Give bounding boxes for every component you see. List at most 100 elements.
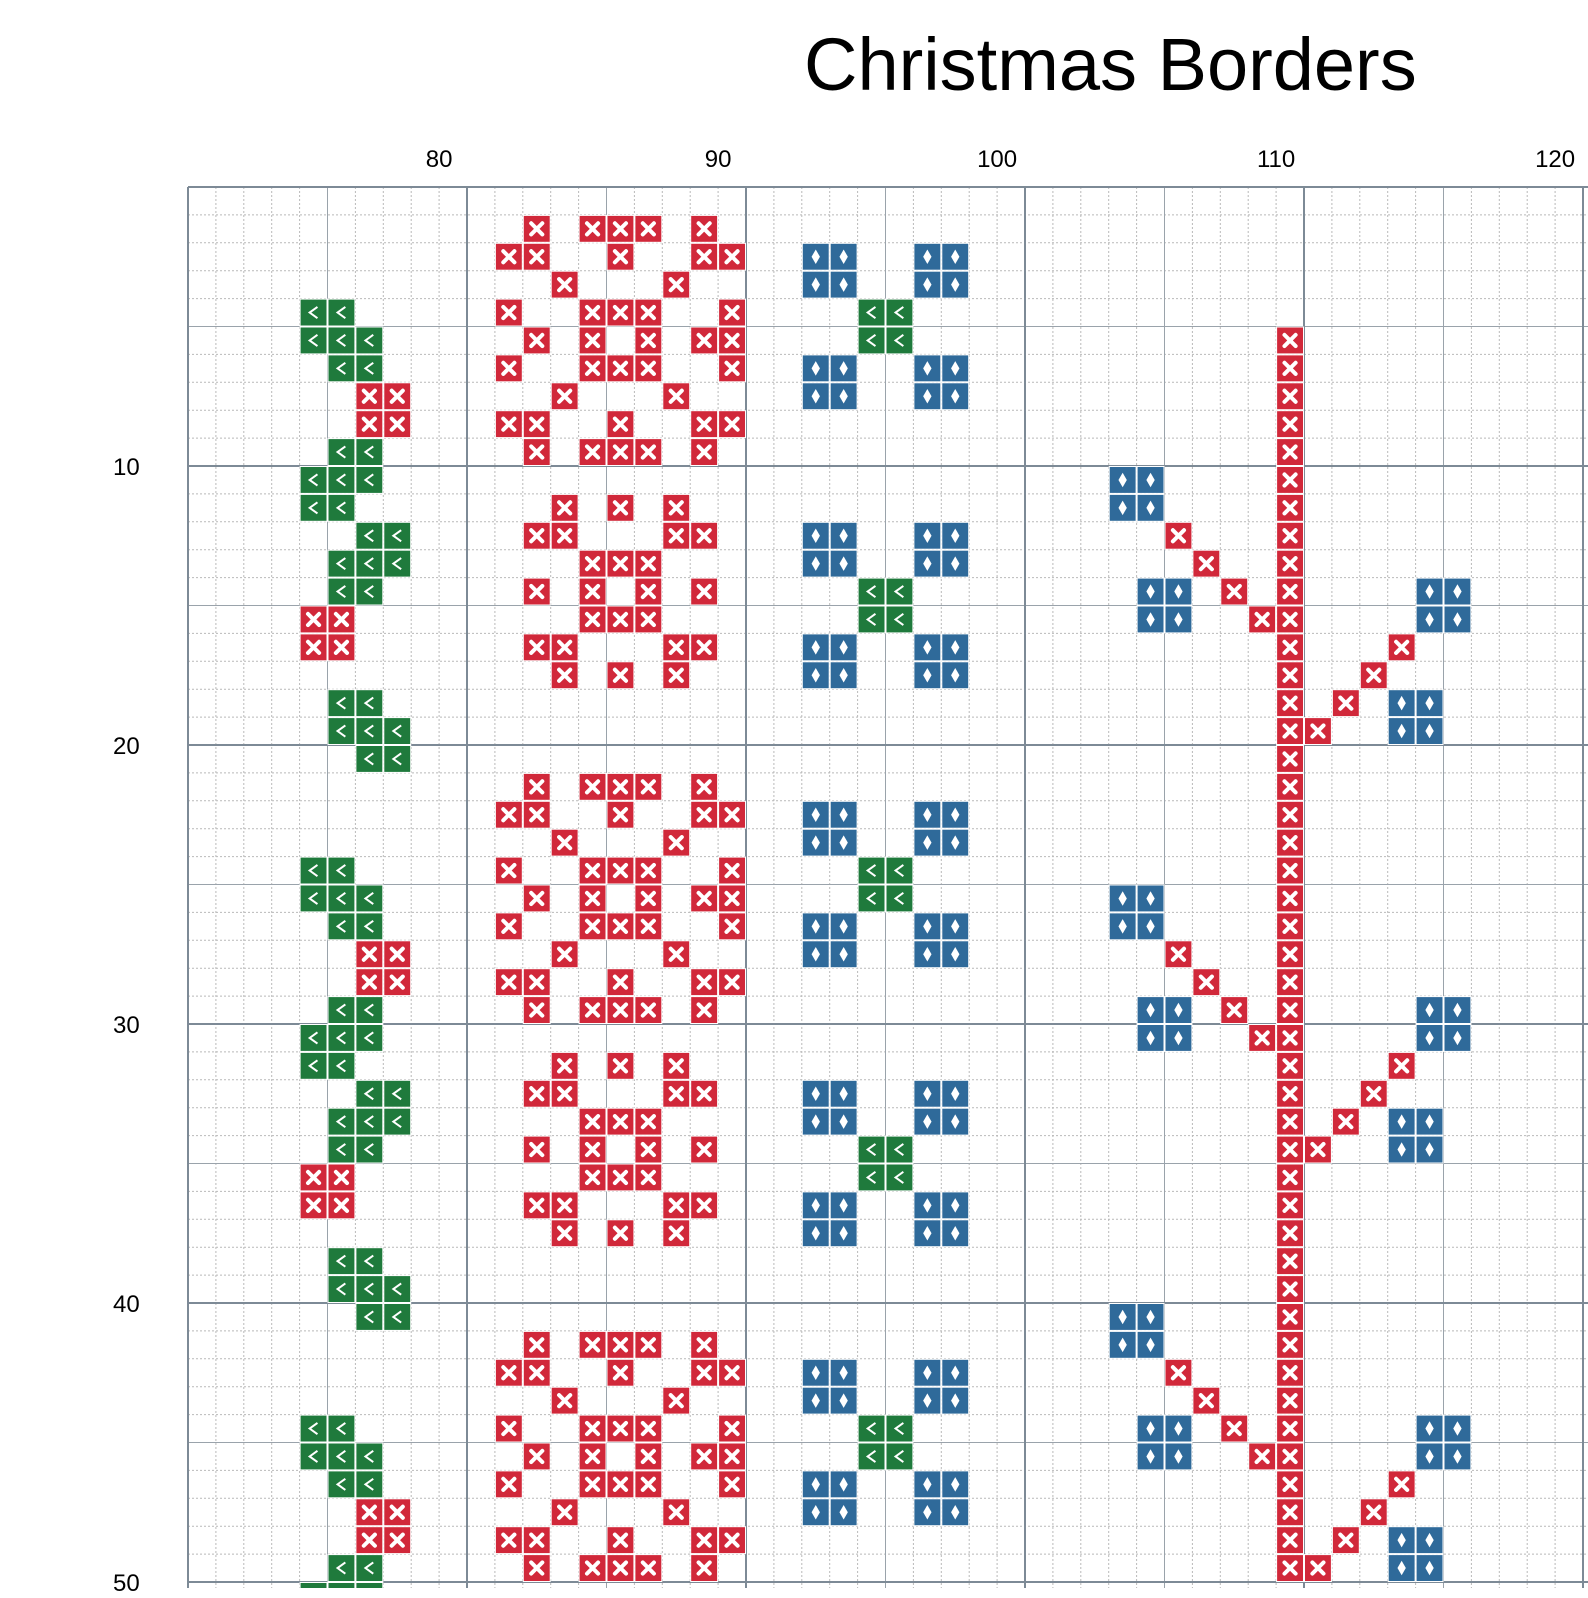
cross-icon <box>668 1225 684 1241</box>
column-number: 110 <box>1256 146 1296 173</box>
cross-icon <box>584 1114 601 1130</box>
cross-icon <box>668 1058 684 1074</box>
cross-icon <box>529 779 545 795</box>
diamond-icon <box>811 1365 820 1381</box>
stitch-red <box>718 1414 746 1443</box>
cross-icon <box>612 1225 629 1241</box>
cross-icon <box>640 444 656 460</box>
cross-icon <box>584 360 601 376</box>
row-number: 30 <box>113 1012 140 1039</box>
stitch-red <box>606 410 635 439</box>
chevron-left-icon <box>363 1254 374 1268</box>
stitch-red <box>522 1330 551 1359</box>
cross-icon <box>1282 835 1298 851</box>
chevron-left-icon <box>307 473 319 487</box>
stitch-red <box>1276 912 1304 941</box>
stitch-red <box>634 354 663 383</box>
stitch-red <box>355 968 384 997</box>
cross-icon <box>529 807 545 823</box>
cross-icon <box>1282 583 1298 600</box>
stitch-green <box>355 745 384 773</box>
stitch-red <box>634 912 663 941</box>
stitch-green <box>383 745 412 773</box>
stitch-green <box>327 549 356 578</box>
stitch-red <box>522 1079 551 1108</box>
diamond-icon <box>923 1225 932 1241</box>
cross-icon <box>501 974 517 990</box>
diamond-icon <box>1397 723 1406 739</box>
stitch-green <box>355 1024 384 1052</box>
cross-icon <box>612 221 629 237</box>
stitch-red <box>1276 1163 1304 1192</box>
cross-icon <box>529 639 545 655</box>
diamond-icon <box>811 277 820 292</box>
chevron-left-icon <box>307 1450 319 1463</box>
stitch-red <box>299 633 328 662</box>
diamond-icon <box>923 1198 932 1213</box>
diamond-icon <box>923 556 932 571</box>
stitch-blue <box>801 1386 830 1415</box>
stitch-blue <box>913 521 942 550</box>
stitch-green <box>857 577 886 606</box>
stitch-red <box>718 912 746 941</box>
diamond-icon <box>1425 1114 1434 1129</box>
stitch-blue <box>829 633 858 662</box>
stitch-blue <box>913 800 942 829</box>
stitch-red <box>578 298 607 327</box>
diamond-icon <box>1174 612 1183 627</box>
stitch-red <box>1192 1386 1221 1415</box>
stitch-green <box>885 1135 914 1164</box>
stitch-red <box>1276 1051 1304 1080</box>
stitch-blue <box>801 1498 830 1527</box>
cross-icon <box>1282 528 1298 544</box>
stitch-red <box>550 382 579 411</box>
stitch-blue <box>913 1358 942 1387</box>
cross-icon <box>696 974 712 990</box>
stitch-red <box>634 884 663 913</box>
chevron-left-icon <box>335 585 346 598</box>
stitch-green <box>355 1135 384 1164</box>
diamond-icon <box>1425 695 1434 711</box>
stitch-red <box>690 577 719 606</box>
diamond-icon <box>1425 612 1434 627</box>
cross-icon <box>584 611 601 628</box>
cross-icon <box>1310 1560 1326 1576</box>
stitch-red <box>634 577 663 606</box>
cross-icon <box>529 1002 545 1018</box>
cross-icon <box>1282 1058 1298 1074</box>
stitch-blue <box>913 1498 942 1527</box>
stitch-red <box>578 1442 607 1471</box>
cross-icon <box>584 1560 601 1576</box>
stitch-blue <box>913 633 942 662</box>
diamond-icon <box>839 946 848 962</box>
cross-icon <box>1282 1225 1298 1241</box>
stitch-green <box>857 1163 886 1192</box>
stitch-red <box>662 270 691 299</box>
diamond-icon <box>951 946 960 962</box>
stitch-red <box>606 1219 635 1248</box>
stitch-red <box>1164 521 1193 550</box>
cross-icon <box>612 1337 629 1353</box>
stitch-red <box>494 856 523 885</box>
cross-icon <box>1282 1114 1298 1130</box>
cross-icon <box>557 1058 573 1074</box>
cross-icon <box>584 583 601 600</box>
stitch-red <box>355 382 384 411</box>
stitch-green <box>383 1107 412 1136</box>
stitch-red <box>522 633 551 662</box>
cross-icon <box>584 1141 601 1158</box>
stitch-green <box>299 1024 328 1052</box>
cross-icon <box>584 332 601 349</box>
stitch-green <box>355 1247 384 1276</box>
stitch-red <box>606 242 635 271</box>
cross-icon <box>501 1476 517 1492</box>
cross-icon <box>612 1114 629 1130</box>
diamond-icon <box>1397 1142 1406 1157</box>
diamond-icon <box>923 835 932 850</box>
stitch-red <box>1220 996 1249 1024</box>
diamond-icon <box>923 946 932 962</box>
stitch-blue <box>1136 1024 1165 1052</box>
chevron-left-icon <box>865 306 877 319</box>
diamond-icon <box>1146 1449 1155 1464</box>
stitch-blue <box>913 661 942 690</box>
